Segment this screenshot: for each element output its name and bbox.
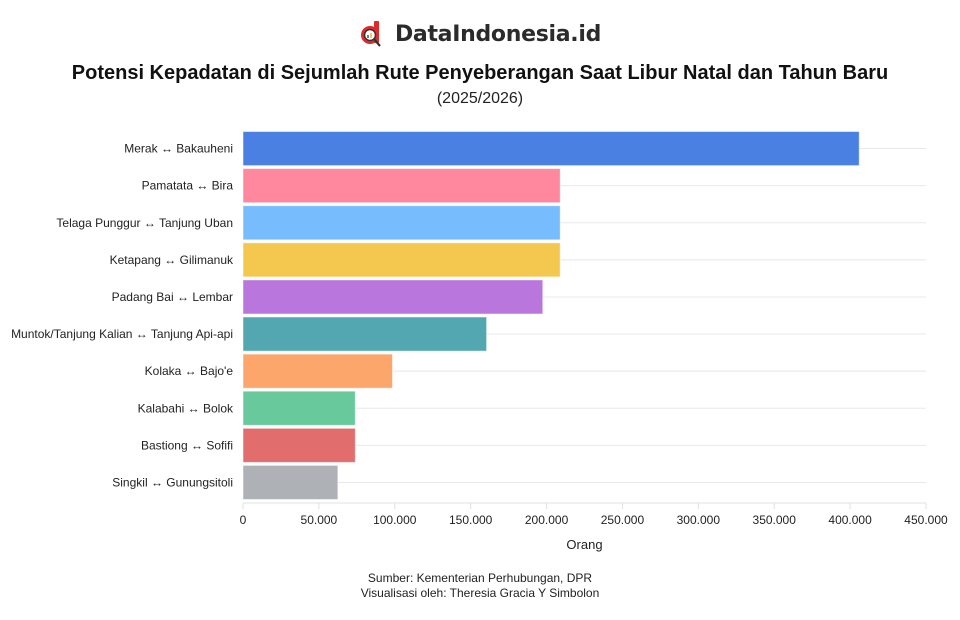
x-axis-label: Orang [566, 537, 602, 552]
category-label: Kalabahi ↔ Bolok [138, 401, 234, 415]
x-tick-label: 0 [240, 513, 247, 527]
x-tick-label: 400.000 [828, 513, 872, 527]
bar-6 [242, 353, 394, 389]
chart-footer: Sumber: Kementerian Perhubungan, DPR Vis… [0, 571, 960, 601]
category-label: Padang Bai ↔ Lembar [112, 290, 233, 304]
x-tick-label: 150.000 [449, 513, 493, 527]
category-label: Ketapang ↔ Gilimanuk [110, 253, 234, 267]
x-tick-label: 300.000 [677, 513, 721, 527]
brand-header: DataIndonesia.id [0, 20, 960, 48]
bar-0 [242, 131, 860, 167]
chart-subtitle: (2025/2026) [436, 90, 524, 107]
x-tick-label: 450.000 [904, 513, 948, 527]
x-tick-label: 200.000 [525, 513, 569, 527]
category-label: Muntok/Tanjung Kalian ↔ Tanjung Api-api [11, 327, 233, 341]
category-label: Singkil ↔ Gunungsitoli [112, 475, 233, 489]
category-label: Telaga Punggur ↔ Tanjung Uban [56, 216, 233, 230]
x-tick-label: 50.000 [301, 513, 338, 527]
bar-9 [242, 464, 339, 500]
bar-7 [242, 390, 356, 426]
bar-8 [242, 427, 356, 463]
credit-text: Visualisasi oleh: Theresia Gracia Y Simb… [360, 586, 600, 600]
x-tick-label: 100.000 [373, 513, 417, 527]
dataindonesia-logo-icon [360, 21, 381, 47]
chart-title: Potensi Kepadatan di Sejumlah Rute Penye… [71, 62, 889, 84]
source-text: Sumber: Kementerian Perhubungan, DPR [367, 571, 593, 585]
category-label: Bastiong ↔ Sofifi [141, 438, 233, 452]
x-tick-label: 250.000 [601, 513, 645, 527]
bar-2 [242, 205, 561, 241]
bar-4 [242, 279, 544, 315]
bar-1 [242, 168, 561, 204]
bar-5 [242, 316, 488, 352]
category-label: Merak ↔ Bakauheni [124, 142, 233, 156]
category-label: Pamatata ↔ Bira [142, 179, 234, 193]
category-label: Kolaka ↔ Bajo'e [145, 364, 234, 378]
bar-3 [242, 242, 561, 278]
brand-name: DataIndonesia.id [394, 21, 602, 47]
x-tick-label: 350.000 [753, 513, 797, 527]
